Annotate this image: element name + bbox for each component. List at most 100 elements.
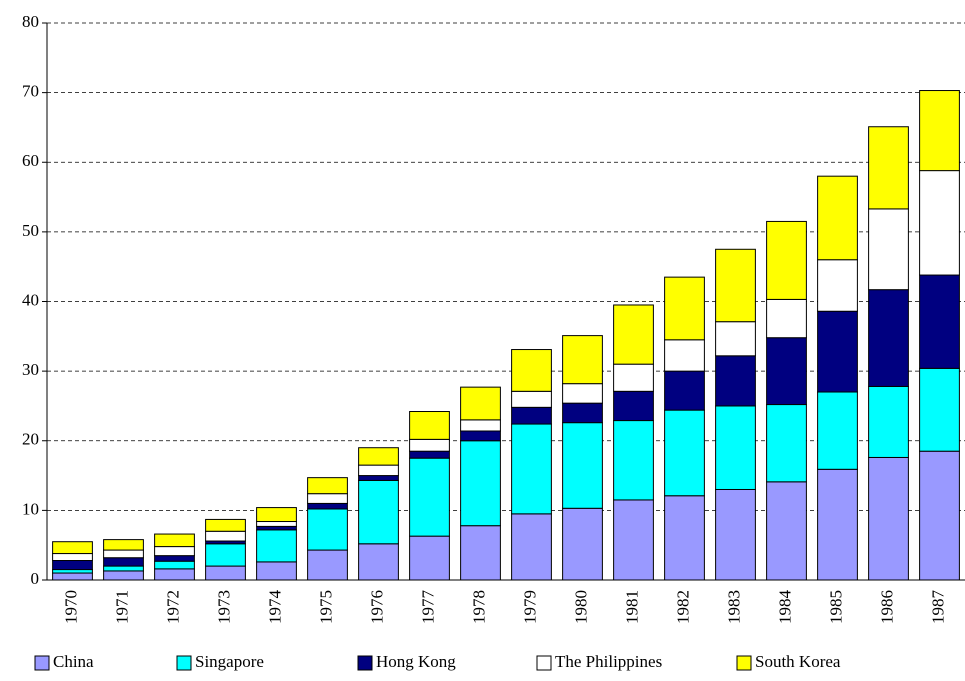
bar-segment [715,321,756,357]
bar-segment [409,535,450,581]
bar-segment [358,464,399,477]
bar-segment [307,549,348,581]
bar-segment [613,390,654,422]
bar-segment [868,385,909,458]
bar-segment [52,541,93,555]
bar-segment [52,572,93,581]
legend-swatch [357,655,373,671]
bar-segment [562,422,603,509]
x-tick-label: 1972 [163,590,182,624]
bar-segment [460,419,501,432]
bar-segment [868,289,909,387]
x-tick-label: 1977 [418,590,437,625]
bar-segment [715,355,756,407]
bar-segment [358,543,399,581]
bar-segment [919,170,960,276]
y-tick-label: 50 [22,221,39,240]
bar-segment [103,565,144,572]
bar-segment [409,438,450,452]
x-tick-label: 1982 [673,590,692,624]
bar-segment [52,553,93,562]
bar-segment [664,276,705,341]
x-tick-label: 1980 [571,590,590,624]
y-tick-label: 0 [31,569,40,588]
bar-segment [256,561,297,581]
bar-segment [766,220,807,300]
bar-segment [868,208,909,291]
bar-segment [307,508,348,551]
x-tick-label: 1970 [61,590,80,624]
x-tick-label: 1979 [520,590,539,624]
x-tick-label: 1974 [265,590,284,625]
bar-segment [154,546,195,557]
bar-segment [562,507,603,581]
legend-swatch [736,655,752,671]
bar-segment [358,447,399,466]
bar-segment [256,507,297,523]
legend-label: Hong Kong [376,652,456,671]
bar-segment [460,525,501,581]
bar-segment [817,468,858,581]
bar-segment [613,304,654,365]
x-tick-label: 1986 [877,590,896,624]
legend-label: South Korea [755,652,841,671]
bar-segment [664,495,705,581]
bar-segment [358,475,399,481]
legend-label: China [53,652,94,671]
bar-segment [460,440,501,527]
x-tick-label: 1975 [316,590,335,624]
bar-segment [613,363,654,392]
bar-segment [409,411,450,440]
bar-segment [52,569,93,574]
bar-segment [256,529,297,563]
bar-segment [715,405,756,490]
legend-swatch [536,655,552,671]
legend-swatch [34,655,50,671]
bar-segment [154,568,195,581]
bar-segment [154,555,195,562]
bar-segment [409,450,450,459]
bar-segment [154,560,195,570]
bar-segment [562,402,603,424]
x-tick-label: 1973 [214,590,233,624]
bar-segment [52,560,93,571]
bar-segment [919,367,960,452]
bar-segment [817,310,858,393]
bar-segment [205,518,246,532]
bar-segment [205,565,246,581]
bar-segment [103,549,144,559]
bar-segment [511,406,552,425]
x-tick-label: 1985 [826,590,845,624]
bar-segment [103,557,144,567]
bar-segment [919,274,960,369]
y-tick-label: 80 [22,12,39,31]
bar-segment [460,430,501,442]
bar-segment [766,404,807,483]
bar-segment [715,248,756,323]
x-tick-label: 1987 [928,590,947,625]
legend-label: The Philippines [555,652,662,671]
bar-segment [919,450,960,581]
x-tick-label: 1983 [724,590,743,624]
y-tick-label: 20 [22,430,39,449]
bar-segment [613,499,654,581]
bar-segment [868,456,909,581]
bar-segment [103,570,144,581]
y-tick-label: 40 [22,290,39,309]
bar-segment [664,339,705,372]
bar-segment [766,337,807,406]
legend-label: Singapore [195,652,264,671]
bar-segment [817,175,858,261]
bar-segment [664,409,705,497]
bar-segment [511,513,552,581]
bar-segment [103,539,144,551]
bar-segment [154,533,195,548]
bar-segment [766,481,807,581]
bar-segment [868,126,909,210]
x-tick-label: 1984 [775,590,794,625]
bar-segment [613,420,654,501]
bar-segment [205,530,246,542]
bar-segment [664,370,705,411]
bar-segment [817,391,858,470]
